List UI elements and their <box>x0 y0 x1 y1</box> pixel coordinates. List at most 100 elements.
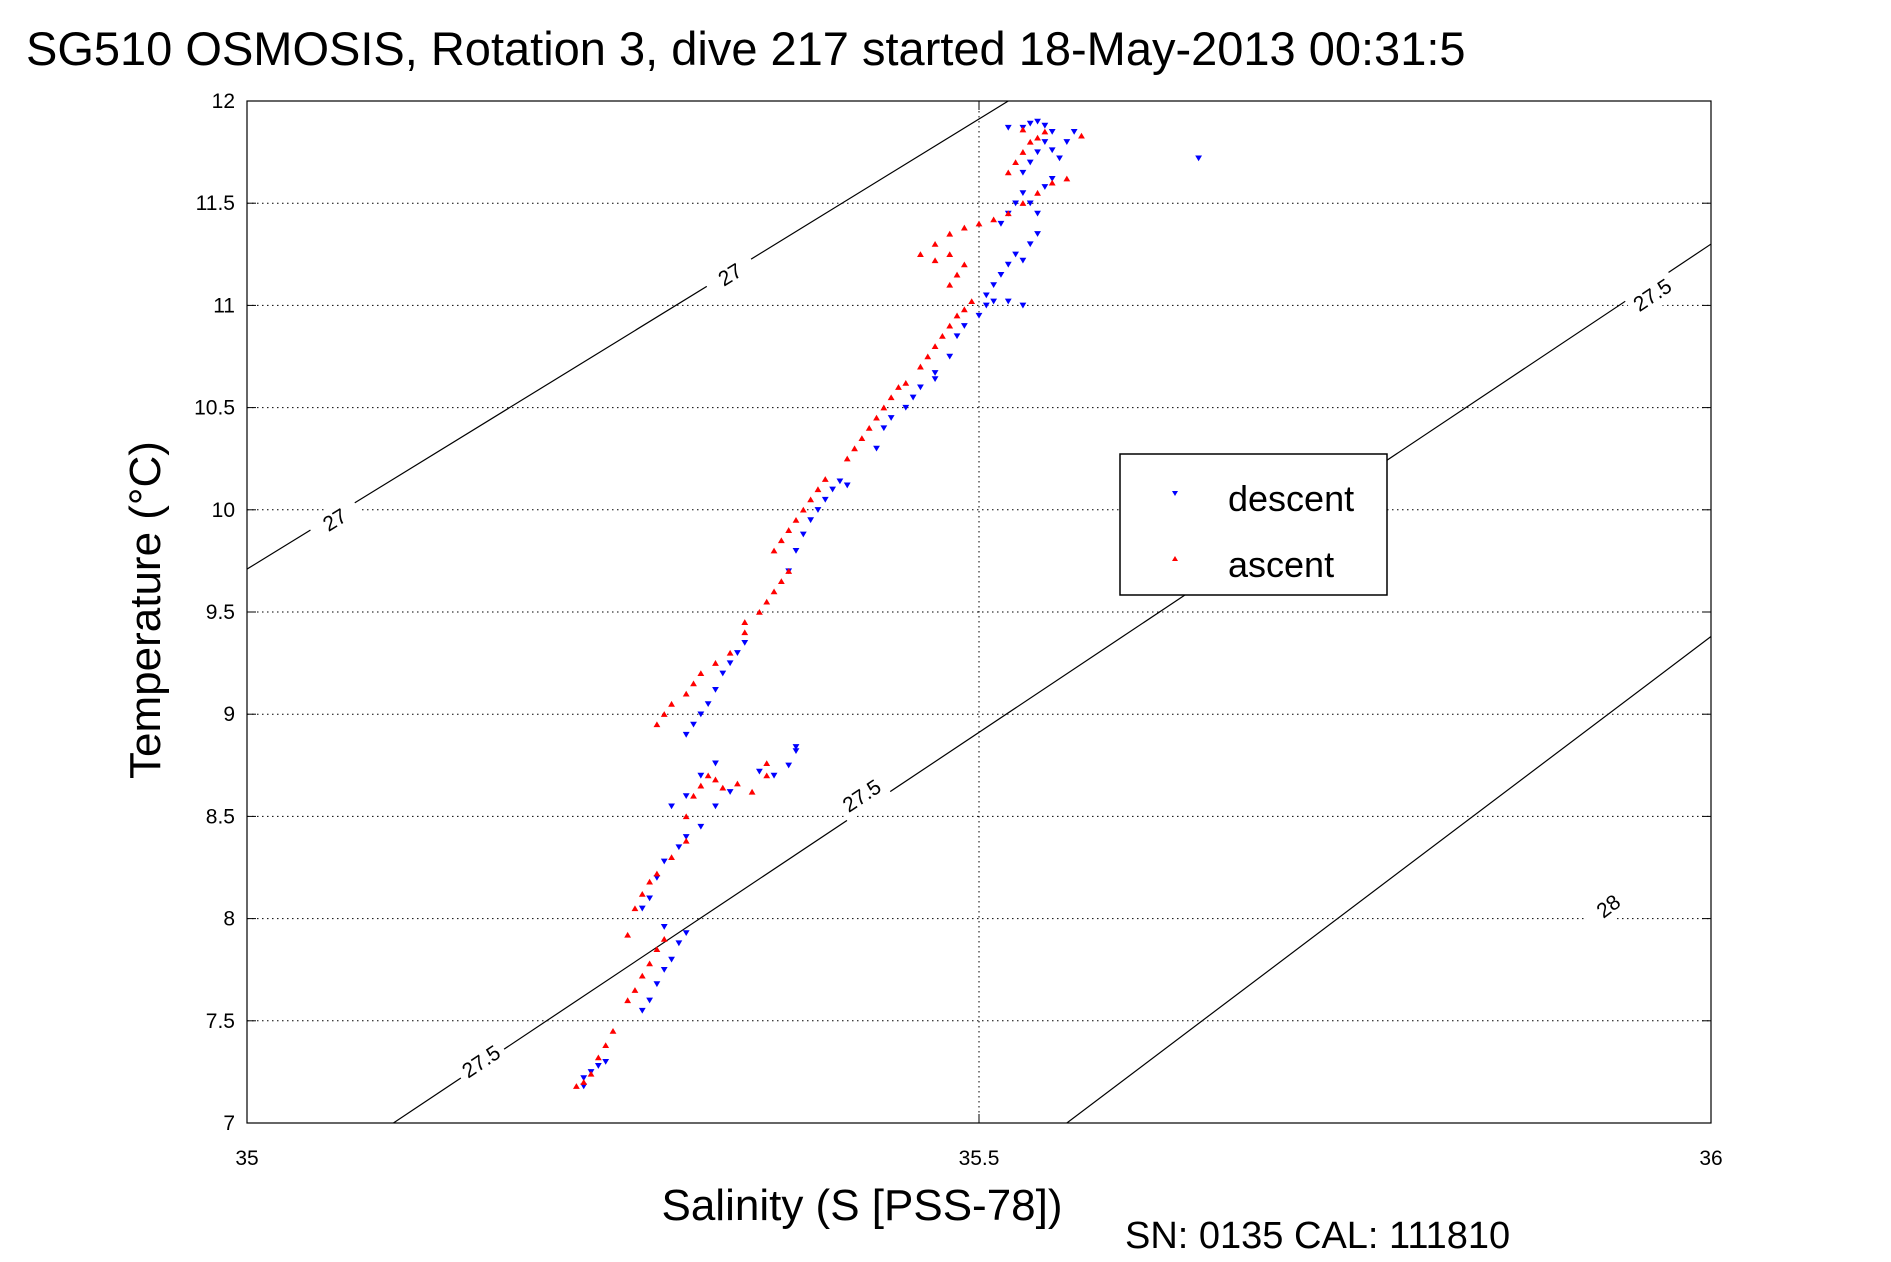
descent-point <box>1056 155 1063 162</box>
descent-point <box>1048 175 1056 182</box>
descent-point <box>726 660 734 667</box>
ascent-point <box>660 935 668 942</box>
descent-point <box>741 639 749 646</box>
density-contour-line <box>393 243 1711 1123</box>
contour-label-gap <box>1579 879 1638 934</box>
descent-point <box>1026 200 1034 207</box>
ascent-point <box>960 224 968 231</box>
ascent-point <box>865 424 873 431</box>
ascent-point <box>895 384 902 390</box>
descent-point <box>660 858 668 865</box>
descent-point <box>982 292 990 299</box>
contour-label-gap <box>451 1035 511 1088</box>
ascent-point <box>990 216 998 223</box>
ascent-point <box>631 987 639 993</box>
descent-point <box>682 834 690 840</box>
ascent-point <box>1019 200 1027 206</box>
legend-descent-label: descent <box>1228 478 1354 519</box>
ascent-point <box>792 516 800 523</box>
contour-label-gap <box>832 769 892 823</box>
y-tick-label: 10.5 <box>194 397 235 420</box>
ascent-point <box>602 1042 610 1049</box>
ascent-point <box>653 946 661 952</box>
ascent-point <box>682 813 690 820</box>
descent-point <box>668 956 675 963</box>
descent-point <box>594 1063 602 1069</box>
legend-ascent-label: ascent <box>1228 544 1334 585</box>
ascent-point <box>777 537 785 544</box>
plot-area: 35 35.5 3677.588.599.51010.51111.512272727… <box>194 90 1723 1170</box>
ascent-point <box>624 997 632 1004</box>
ascent-point <box>1048 179 1056 186</box>
ascent-point <box>1019 149 1027 155</box>
descent-point <box>990 298 998 305</box>
descent-point <box>1004 261 1012 268</box>
descent-point <box>807 517 815 524</box>
descent-point <box>1034 118 1041 125</box>
ascent-point <box>770 547 778 554</box>
ascent-point <box>763 760 771 766</box>
ascent-point <box>931 343 939 349</box>
descent-series <box>580 118 1202 1090</box>
descent-point <box>843 482 851 489</box>
descent-point <box>1048 147 1056 154</box>
ascent-point <box>1078 132 1085 139</box>
descent-point <box>997 272 1005 278</box>
descent-point <box>712 686 719 693</box>
y-tick-label: 7.5 <box>206 1010 235 1033</box>
y-axis-label: Temperature (°C) <box>121 441 170 779</box>
descent-point <box>726 789 734 795</box>
ascent-point <box>631 905 639 912</box>
chart-title: SG510 OSMOSIS, Rotation 3, dive 217 star… <box>26 22 1466 75</box>
descent-point <box>646 997 653 1004</box>
ascent-point <box>594 1054 602 1061</box>
ascent-point <box>1026 138 1034 145</box>
x-tick-label: 35.5 <box>959 1147 1000 1170</box>
ascent-point <box>917 363 924 370</box>
ascent-point <box>741 619 749 625</box>
ascent-point <box>1041 128 1049 135</box>
descent-point <box>909 394 917 401</box>
y-tick-label: 9.5 <box>206 601 235 624</box>
descent-point <box>653 981 661 988</box>
ascent-point <box>1012 159 1019 166</box>
ascent-point <box>690 680 697 687</box>
ascent-point <box>719 784 727 791</box>
ascent-point <box>968 298 976 305</box>
ascent-point <box>1019 126 1027 133</box>
ascent-point <box>697 670 705 677</box>
descent-point <box>770 772 778 779</box>
ascent-point <box>741 629 749 636</box>
descent-point <box>682 731 690 738</box>
ascent-point <box>939 333 946 339</box>
y-tick-label: 7 <box>223 1112 235 1135</box>
descent-point <box>1004 124 1012 131</box>
descent-point <box>1012 251 1019 258</box>
ascent-point <box>873 414 880 421</box>
descent-point <box>1041 184 1049 190</box>
descent-point <box>821 496 829 503</box>
ascent-point <box>960 306 968 313</box>
y-tick-label: 8.5 <box>206 805 235 828</box>
ascent-point <box>946 322 954 329</box>
contour-label-gap <box>1623 269 1682 322</box>
descent-point <box>1041 122 1049 129</box>
ascent-point <box>953 271 961 278</box>
descent-point <box>990 282 998 289</box>
y-tick-label: 12 <box>212 90 235 113</box>
ascent-point <box>638 891 646 897</box>
descent-point <box>580 1075 588 1082</box>
ascent-point <box>799 506 807 513</box>
ascent-point <box>763 598 771 605</box>
contour-label-gap <box>700 249 760 301</box>
y-tick-label: 8 <box>223 908 235 931</box>
ascent-point <box>653 721 661 728</box>
descent-point <box>653 875 661 881</box>
descent-point <box>712 760 719 767</box>
descent-point <box>734 650 741 656</box>
descent-point <box>1019 257 1027 264</box>
ascent-series <box>573 126 1085 1089</box>
y-tick-label: 10 <box>212 499 235 522</box>
descent-point <box>675 844 683 851</box>
descent-point <box>602 1058 610 1065</box>
